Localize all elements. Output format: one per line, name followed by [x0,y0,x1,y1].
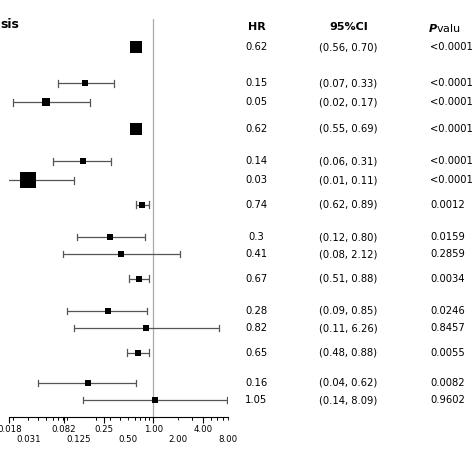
Text: 0.15: 0.15 [246,78,267,89]
Text: 0.0055: 0.0055 [430,347,465,358]
Text: <0.0001: <0.0001 [430,97,474,108]
Text: (0.14, 8.09): (0.14, 8.09) [319,395,377,405]
Text: (0.04, 0.62): (0.04, 0.62) [319,378,377,388]
Text: 0.0159: 0.0159 [430,232,465,242]
Text: <0.0001: <0.0001 [430,175,474,185]
Text: 0.67: 0.67 [246,273,267,284]
Text: 0.2859: 0.2859 [430,249,465,259]
Text: 0.14: 0.14 [246,156,267,166]
Text: 0.03: 0.03 [246,175,267,185]
Text: (0.01, 0.11): (0.01, 0.11) [319,175,377,185]
Text: HR: HR [247,22,265,32]
Text: (0.51, 0.88): (0.51, 0.88) [319,273,377,284]
Text: 0.82: 0.82 [246,323,267,333]
Text: 0.3: 0.3 [248,232,264,242]
Text: (0.08, 2.12): (0.08, 2.12) [319,249,377,259]
Text: 0.62: 0.62 [246,42,267,53]
Text: (0.48, 0.88): (0.48, 0.88) [319,347,377,358]
Text: <0.0001: <0.0001 [430,124,474,134]
Text: 0.74: 0.74 [246,200,267,210]
Text: 0.0082: 0.0082 [430,378,465,388]
Text: (0.06, 0.31): (0.06, 0.31) [319,156,377,166]
Text: (0.12, 0.80): (0.12, 0.80) [319,232,377,242]
Text: <0.0001: <0.0001 [430,78,474,89]
Text: 0.05: 0.05 [246,97,267,108]
Text: 0.0012: 0.0012 [430,200,465,210]
Text: sis: sis [0,18,19,31]
Text: (0.02, 0.17): (0.02, 0.17) [319,97,377,108]
Text: (0.11, 6.26): (0.11, 6.26) [319,323,378,333]
Text: $\bfit{P}$valu: $\bfit{P}$valu [428,22,461,34]
Text: <0.0001: <0.0001 [430,42,474,53]
Text: 0.8457: 0.8457 [430,323,465,333]
Text: (0.09, 0.85): (0.09, 0.85) [319,306,377,316]
Text: 0.41: 0.41 [246,249,267,259]
Text: (0.07, 0.33): (0.07, 0.33) [319,78,377,89]
Text: 0.62: 0.62 [246,124,267,134]
Text: 0.0246: 0.0246 [430,306,465,316]
Text: 0.16: 0.16 [246,378,267,388]
Text: (0.55, 0.69): (0.55, 0.69) [319,124,378,134]
Text: 0.28: 0.28 [246,306,267,316]
Text: (0.62, 0.89): (0.62, 0.89) [319,200,377,210]
Text: 1.05: 1.05 [246,395,267,405]
Text: 0.9602: 0.9602 [430,395,465,405]
Text: <0.0001: <0.0001 [430,156,474,166]
Text: (0.56, 0.70): (0.56, 0.70) [319,42,377,53]
Text: 95%CI: 95%CI [329,22,368,32]
Text: 0.65: 0.65 [246,347,267,358]
Text: 0.0034: 0.0034 [430,273,465,284]
